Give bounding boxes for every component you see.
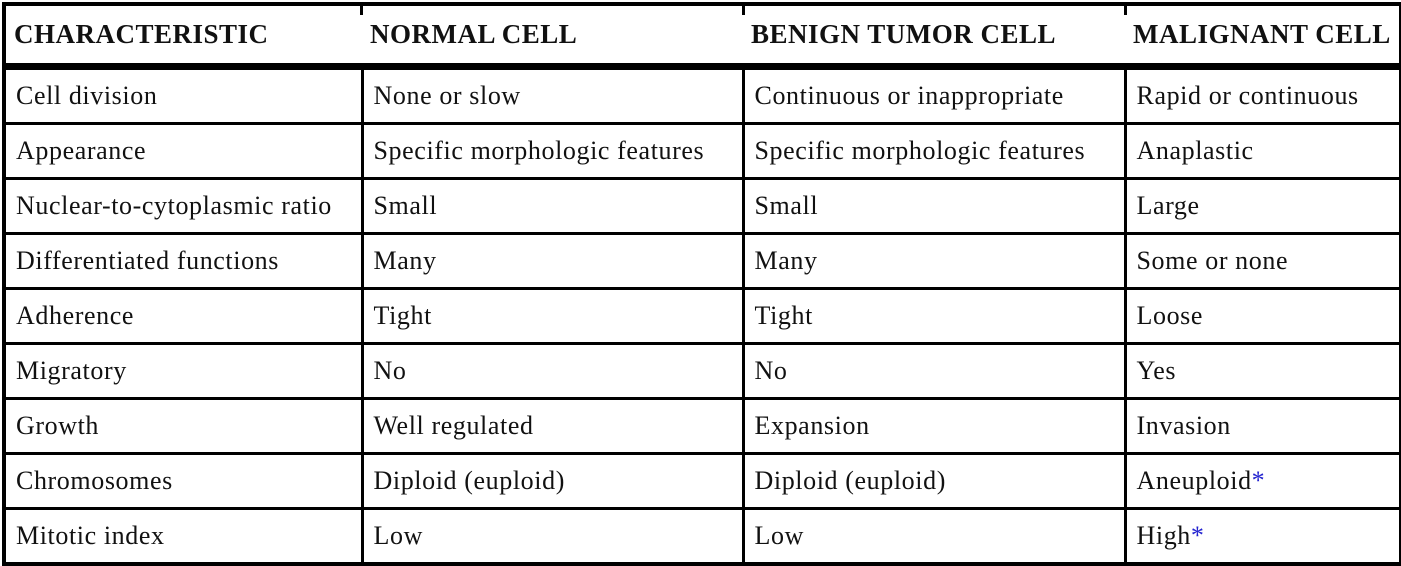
footnote-asterisk: * [1190,521,1205,550]
header-column-tick [360,6,363,15]
cell-text: Rapid or continuous [1136,81,1359,110]
cell-normal-cell: Well regulated [360,397,745,455]
table-row: Mitotic index Low Low High* [2,507,1401,566]
cell-text: Loose [1136,301,1204,330]
cell-text: Yes [1136,356,1177,385]
cell-malignant-cell: High* [1123,507,1401,566]
cell-text: Nuclear-to-cytoplasmic ratio [16,191,332,220]
cell-text: Small [373,191,438,220]
table-row: Chromosomes Diploid (euploid) Diploid (eup… [2,452,1401,510]
cell-text: Tight [373,301,432,330]
cell-text: Low [373,521,423,550]
cell-text: Large [1136,191,1200,220]
cell-benign-tumor-cell: Specific morphologic features [741,122,1127,180]
cell-text: Tight [754,301,813,330]
cell-text: Appearance [16,136,147,165]
cell-normal-cell: Tight [360,287,745,345]
cell-text: High [1136,521,1191,550]
cell-text: Diploid (euploid) [373,466,565,495]
cell-malignant-cell: Yes [1123,342,1401,400]
table-row: Migratory No No Yes [2,342,1401,400]
cell-characteristic: Mitotic index [2,507,364,566]
cell-benign-tumor-cell: Expansion [741,397,1127,455]
cell-characteristic: Differentiated functions [2,232,364,290]
table-row: Cell division None or slow Continuous or i… [2,65,1401,125]
table-row: Differentiated functions Many Many Some or … [2,232,1401,290]
cell-text: Continuous or inappropriate [754,81,1064,110]
cell-characteristic: Growth [2,397,364,455]
cell-text: Diploid (euploid) [754,466,946,495]
cell-text: Migratory [16,356,127,385]
cell-characteristic: Adherence [2,287,364,345]
cell-malignant-cell: Large [1123,177,1401,235]
table-body: Cell division None or slow Continuous or i… [2,65,1401,566]
footnote-asterisk: * [1251,466,1266,495]
column-header-characteristic: CHARACTERISTIC [4,4,362,70]
cell-normal-cell: Low [360,507,745,566]
cell-malignant-cell: Some or none [1123,232,1401,290]
cell-text: Many [373,246,437,275]
cell-text: Differentiated functions [16,246,279,275]
cell-text: Growth [16,411,100,440]
table-row: Appearance Specific morphologic features S… [2,122,1401,180]
header-column-tick [742,6,745,15]
header-column-tick [1124,6,1127,15]
cell-normal-cell: Many [360,232,745,290]
cell-malignant-cell: Loose [1123,287,1401,345]
column-header-malignant-cell: MALIGNANT CELL [1125,4,1401,70]
cell-benign-tumor-cell: Many [741,232,1127,290]
cell-text: Mitotic index [16,521,165,550]
cell-benign-tumor-cell: No [741,342,1127,400]
cell-text: Small [754,191,819,220]
cell-text: Cell division [16,81,158,110]
column-header-normal-cell: NORMAL CELL [362,4,743,70]
column-header-benign-tumor-cell: BENIGN TUMOR CELL [743,4,1125,70]
cell-text: Expansion [754,411,870,440]
cell-normal-cell: Small [360,177,745,235]
cell-characteristic: Cell division [2,65,364,125]
table-row: Adherence Tight Tight Loose [2,287,1401,345]
cell-benign-tumor-cell: Tight [741,287,1127,345]
table-row: Growth Well regulated Expansion Invasion [2,397,1401,455]
cell-text: Specific morphologic features [754,136,1086,165]
cell-characteristic: Migratory [2,342,364,400]
cell-text: None or slow [373,81,521,110]
cell-text: Specific morphologic features [373,136,705,165]
cell-benign-tumor-cell: Diploid (euploid) [741,452,1127,510]
cell-normal-cell: None or slow [360,65,745,125]
cell-characteristic: Chromosomes [2,452,364,510]
cell-benign-tumor-cell: Low [741,507,1127,566]
cell-text: Anaplastic [1136,136,1254,165]
cell-text: Invasion [1136,411,1231,440]
cell-text: Aneuploid [1136,466,1252,495]
cell-normal-cell: Diploid (euploid) [360,452,745,510]
cell-characteristic: Nuclear-to-cytoplasmic ratio [2,177,364,235]
cell-text: Adherence [16,301,134,330]
cell-benign-tumor-cell: Continuous or inappropriate [741,65,1127,125]
cell-text: Well regulated [373,411,534,440]
cell-normal-cell: No [360,342,745,400]
cell-text: Low [754,521,804,550]
cell-text: Some or none [1136,246,1289,275]
cell-malignant-cell: Anaplastic [1123,122,1401,180]
table-row: Nuclear-to-cytoplasmic ratio Small Small La… [2,177,1401,235]
cell-malignant-cell: Rapid or continuous [1123,65,1401,125]
cell-text: Many [754,246,818,275]
cell-normal-cell: Specific morphologic features [360,122,745,180]
cell-characteristic: Appearance [2,122,364,180]
cell-text: No [373,356,407,385]
cell-text: Chromosomes [16,466,173,495]
cell-text: No [754,356,788,385]
cell-malignant-cell: Aneuploid* [1123,452,1401,510]
cell-benign-tumor-cell: Small [741,177,1127,235]
header-row: CHARACTERISTIC NORMAL CELL BENIGN TUMOR … [4,4,1401,70]
cell-malignant-cell: Invasion [1123,397,1401,455]
